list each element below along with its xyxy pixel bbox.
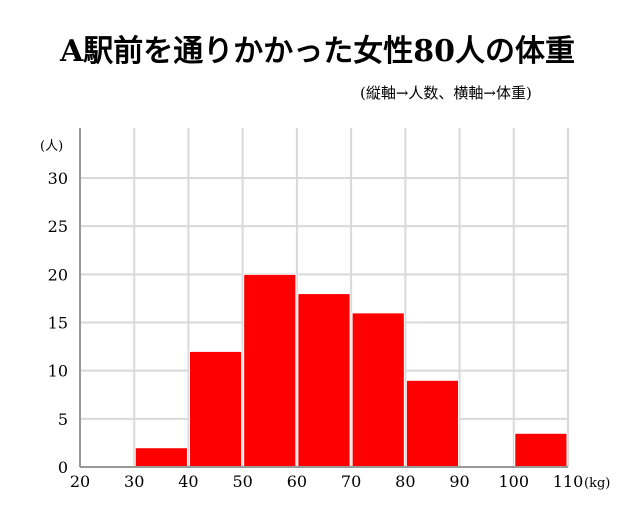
- x-tick-label: 100: [499, 472, 530, 491]
- x-unit-label: (kg): [584, 476, 610, 491]
- x-tick-label: 30: [124, 472, 144, 491]
- y-tick-label: 0: [58, 458, 68, 477]
- histogram-bar: [297, 293, 351, 468]
- x-tick-label: 80: [395, 472, 415, 491]
- histogram-bar: [514, 432, 568, 468]
- bar-layer: [134, 273, 568, 468]
- x-tick-label: 50: [232, 472, 252, 491]
- y-tick-label: 15: [48, 314, 68, 333]
- y-tick-label: 30: [48, 169, 68, 188]
- x-tick-label: 20: [70, 472, 90, 491]
- x-tick-label: 110: [553, 472, 584, 491]
- y-tick-label: 5: [58, 410, 68, 429]
- chart-subtitle: (縦軸→人数、横軸→体重): [360, 84, 532, 102]
- y-unit-label: (人): [40, 139, 63, 154]
- histogram-bar: [243, 273, 297, 468]
- histogram-bar: [134, 447, 188, 468]
- x-tick-label: 70: [341, 472, 361, 491]
- x-tick-label: 60: [287, 472, 307, 491]
- x-tick-label: 90: [449, 472, 469, 491]
- axis-layer: [79, 128, 568, 468]
- histogram-bar: [188, 350, 243, 468]
- histogram-bar: [405, 379, 460, 468]
- x-tick-label: 40: [178, 472, 198, 491]
- y-tick-label: 20: [48, 265, 68, 284]
- y-tick-label: 10: [48, 362, 68, 381]
- label-layer: 0 5 10 15 20 25 30 20 30 40 50 60 70 80 90 100 110 (人) (kg…: [40, 139, 610, 491]
- histogram-bar: [351, 312, 405, 468]
- y-tick-label: 25: [48, 217, 68, 236]
- chart-title: A駅前を通りかかった女性80人の体重: [60, 34, 576, 69]
